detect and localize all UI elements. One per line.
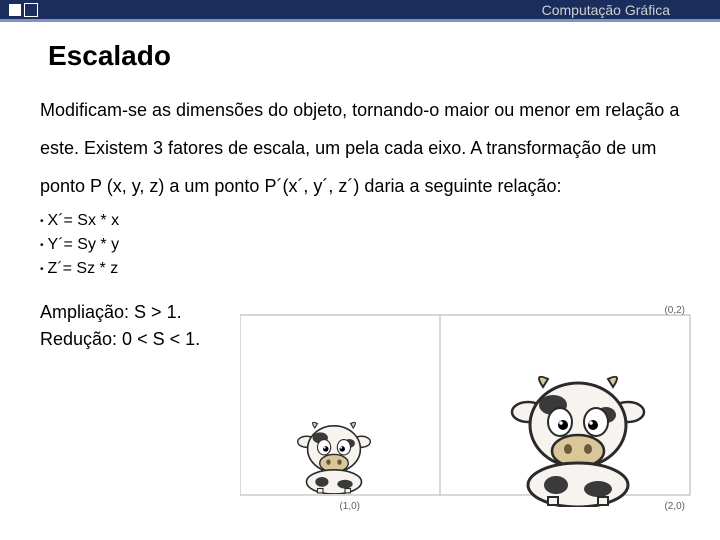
svg-text:(1,0): (1,0) xyxy=(339,501,360,512)
header-title: Computação Gráfica xyxy=(542,2,670,18)
formula-list: •X´= Sx * x •Y´= Sy * y •Z´= Sz * z xyxy=(40,209,720,281)
formula-text: X´= Sx * x xyxy=(48,209,120,233)
slide-paragraph: Modificam-se as dimensões do objeto, tor… xyxy=(40,92,680,205)
svg-text:(0,2): (0,2) xyxy=(664,305,685,316)
formula-row: •Z´= Sz * z xyxy=(40,257,720,281)
formula-text: Y´= Sy * y xyxy=(48,233,120,257)
slide-title: Escalado xyxy=(48,40,720,72)
formula-row: •X´= Sx * x xyxy=(40,209,720,233)
formula-text: Z´= Sz * z xyxy=(48,257,119,281)
scaling-diagram: (0,1)(1,0)(0,2)(2,0) xyxy=(240,305,700,535)
header-logo-squares xyxy=(8,3,38,17)
slide-header: Computação Gráfica xyxy=(0,0,720,22)
svg-text:(2,0): (2,0) xyxy=(664,501,685,512)
formula-row: •Y´= Sy * y xyxy=(40,233,720,257)
